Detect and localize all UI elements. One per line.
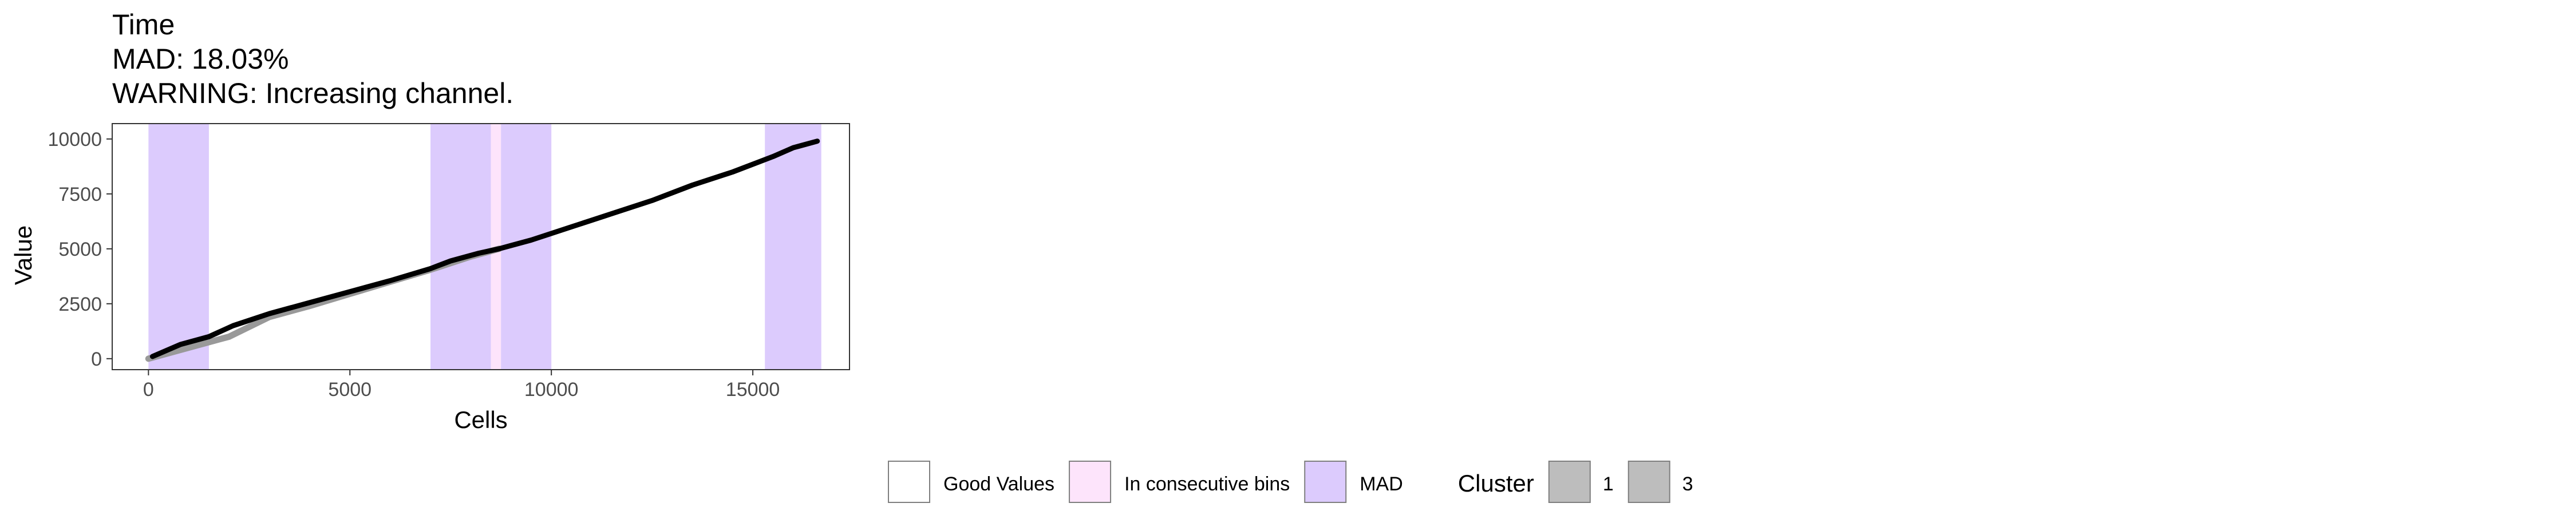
legend-label: Good Values <box>943 473 1054 495</box>
legend: Good Values In consecutive bins MAD Cluster… <box>888 461 1693 503</box>
band-mad-4 <box>765 124 821 370</box>
y-tick-label: 10000 <box>48 129 102 150</box>
legend-label: 3 <box>1682 473 1693 495</box>
legend-key-mad <box>1304 461 1347 503</box>
legend-key-cluster-3 <box>1627 461 1670 503</box>
band-layer <box>148 124 821 370</box>
x-tick-label: 0 <box>143 379 154 401</box>
x-axis-title: Cells <box>454 406 507 433</box>
x-tick-label: 10000 <box>524 379 579 401</box>
band-mad-0 <box>148 124 209 370</box>
legend-key-in-consecutive-bins <box>1069 461 1112 503</box>
series-line-cluster-3 <box>149 138 820 359</box>
chart-title-line-3: WARNING: Increasing channel. <box>112 77 513 109</box>
plot-panel-border <box>112 123 850 370</box>
y-axis-title: Value <box>10 225 37 285</box>
x-tick-label: 5000 <box>328 379 372 401</box>
x-tick-label: 15000 <box>726 379 780 401</box>
legend-key-cluster-1 <box>1548 461 1591 503</box>
chart-title-line-2: MAD: 18.03% <box>112 43 289 75</box>
axes-layer: 0 5000 10000 15000 0 2500 5000 7500 10000 <box>48 129 780 401</box>
band-mad-1 <box>430 124 491 370</box>
y-tick-label: 7500 <box>58 184 102 205</box>
series-layer <box>145 138 820 362</box>
y-tick-label: 5000 <box>58 239 102 260</box>
legend-label: In consecutive bins <box>1124 473 1290 495</box>
legend-label: 1 <box>1603 473 1614 495</box>
legend-cluster-title: Cluster <box>1458 470 1534 497</box>
chart-title-line-1: Time <box>112 9 175 41</box>
legend-label: MAD <box>1360 473 1403 495</box>
y-tick-label: 0 <box>91 348 102 370</box>
legend-key-good-values <box>888 461 930 503</box>
y-tick-label: 2500 <box>58 294 102 315</box>
